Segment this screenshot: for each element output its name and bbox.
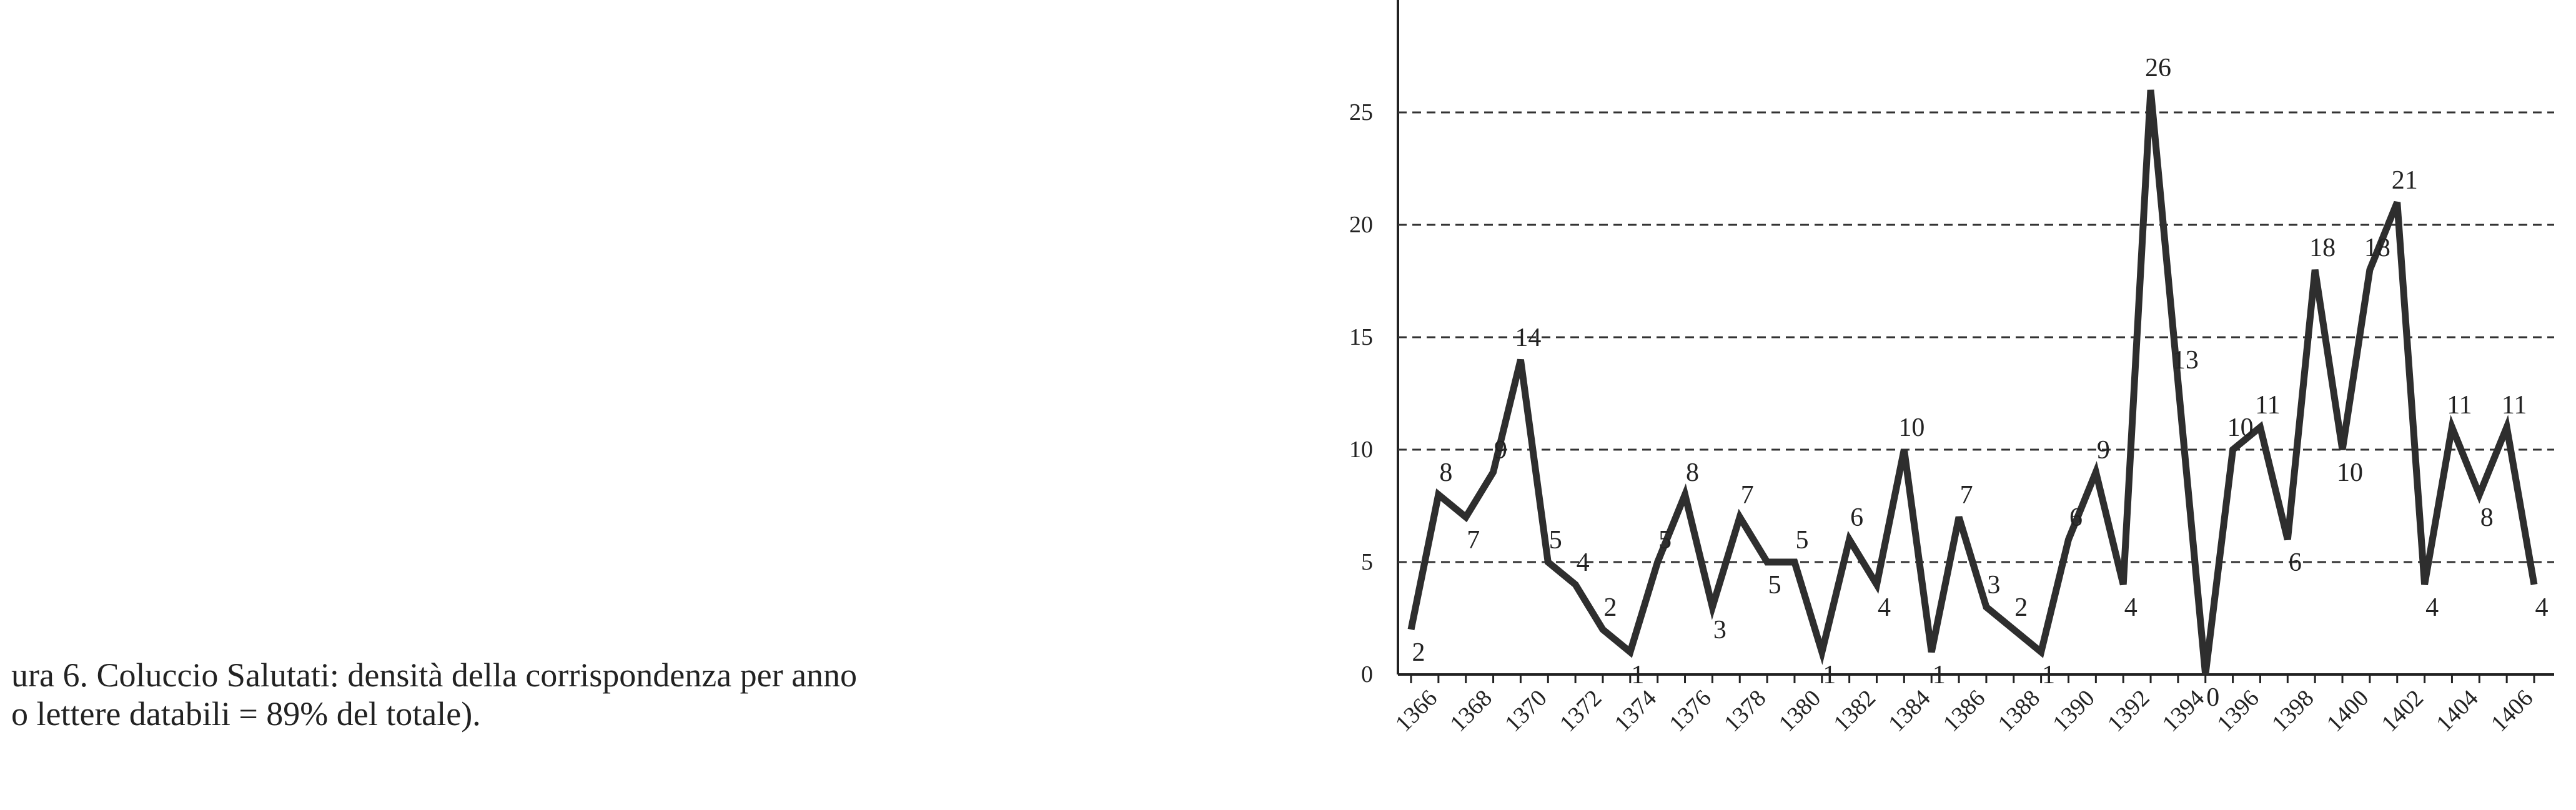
data-label: 4 [2425, 593, 2439, 622]
y-tick-label: 0 [1361, 661, 1373, 688]
y-tick-label: 25 [1349, 99, 1373, 126]
x-tick-label: 1372 [1555, 685, 1607, 737]
x-tick-label: 1376 [1664, 685, 1716, 737]
data-label: 2 [1603, 593, 1617, 622]
x-tick-label: 1382 [1828, 685, 1880, 737]
x-tick-label: 1390 [2048, 685, 2099, 737]
x-tick-label: 1406 [2486, 685, 2538, 737]
caption-line: o lettere databili = 89% del totale). [11, 695, 481, 733]
data-label: 6 [1850, 503, 1863, 532]
data-label: 8 [1686, 458, 1699, 487]
data-label: 3 [1987, 571, 2000, 600]
data-label: 4 [2535, 593, 2549, 622]
data-label: 6 [2289, 548, 2302, 577]
x-tick-label: 1404 [2431, 685, 2483, 737]
x-tick-label: 1370 [1500, 685, 1552, 737]
data-label: 1 [1631, 661, 1644, 689]
data-label: 10 [1898, 413, 1925, 442]
data-label: 18 [2364, 234, 2390, 262]
x-tick-label: 1374 [1610, 685, 1662, 737]
data-label: 4 [1577, 548, 1590, 577]
x-tick-label: 1398 [2267, 685, 2319, 737]
x-tick-label: 1386 [1938, 685, 1990, 737]
x-tick-label: 1384 [1883, 685, 1935, 737]
x-tick-label: 1378 [1719, 685, 1771, 737]
data-label: 11 [2255, 391, 2280, 420]
x-tick-label: 1388 [1993, 685, 2045, 737]
data-label: 10 [2337, 458, 2363, 487]
x-tick-label: 1396 [2212, 685, 2264, 737]
x-tick-label: 1392 [2103, 685, 2154, 737]
data-label: 4 [2124, 593, 2138, 622]
data-label: 6 [2069, 503, 2083, 532]
data-label: 5 [1658, 526, 1672, 555]
data-label: 1 [1823, 661, 1836, 689]
data-label: 0 [2206, 683, 2219, 712]
x-tick-label: 1400 [2322, 685, 2374, 737]
data-label: 7 [1741, 481, 1754, 510]
caption-line: ura 6. Coluccio Salutati: densità della … [11, 656, 858, 694]
data-label: 26 [2145, 54, 2171, 82]
data-label: 7 [1467, 526, 1480, 555]
data-label: 10 [2227, 413, 2254, 442]
data-label: 14 [1515, 324, 1541, 352]
data-label: 5 [1549, 526, 1562, 555]
y-tick-label: 20 [1349, 212, 1373, 238]
data-label: 18 [2309, 234, 2336, 262]
data-label: 2 [2014, 593, 2028, 622]
x-tick-label: 1368 [1445, 685, 1497, 737]
data-label: 9 [2097, 436, 2110, 465]
data-label: 4 [1878, 593, 1891, 622]
data-label: 7 [1960, 481, 1973, 510]
data-label: 13 [2172, 346, 2199, 375]
data-label: 3 [1713, 616, 1726, 645]
data-label: 8 [2480, 503, 2494, 532]
x-tick-label: 1380 [1774, 685, 1826, 737]
data-label: 2 [1412, 638, 1425, 667]
data-label: 8 [1439, 458, 1452, 487]
data-label: 11 [2447, 391, 2472, 420]
x-tick-label: 1402 [2377, 685, 2429, 737]
data-label: 11 [2502, 391, 2527, 420]
data-line [1407, 89, 2538, 675]
x-tick-label: 1366 [1390, 685, 1442, 737]
data-label: 1 [2042, 661, 2055, 689]
x-tick-label: 1394 [2157, 685, 2209, 737]
y-tick-label: 5 [1361, 549, 1373, 575]
data-label: 1 [1933, 661, 1946, 689]
y-tick-label: 15 [1349, 324, 1373, 350]
data-label: 5 [1795, 526, 1808, 555]
data-label: 9 [1494, 436, 1507, 465]
y-tick-label: 10 [1349, 437, 1373, 463]
data-label: 21 [2392, 166, 2418, 195]
data-label: 5 [1768, 571, 1781, 600]
